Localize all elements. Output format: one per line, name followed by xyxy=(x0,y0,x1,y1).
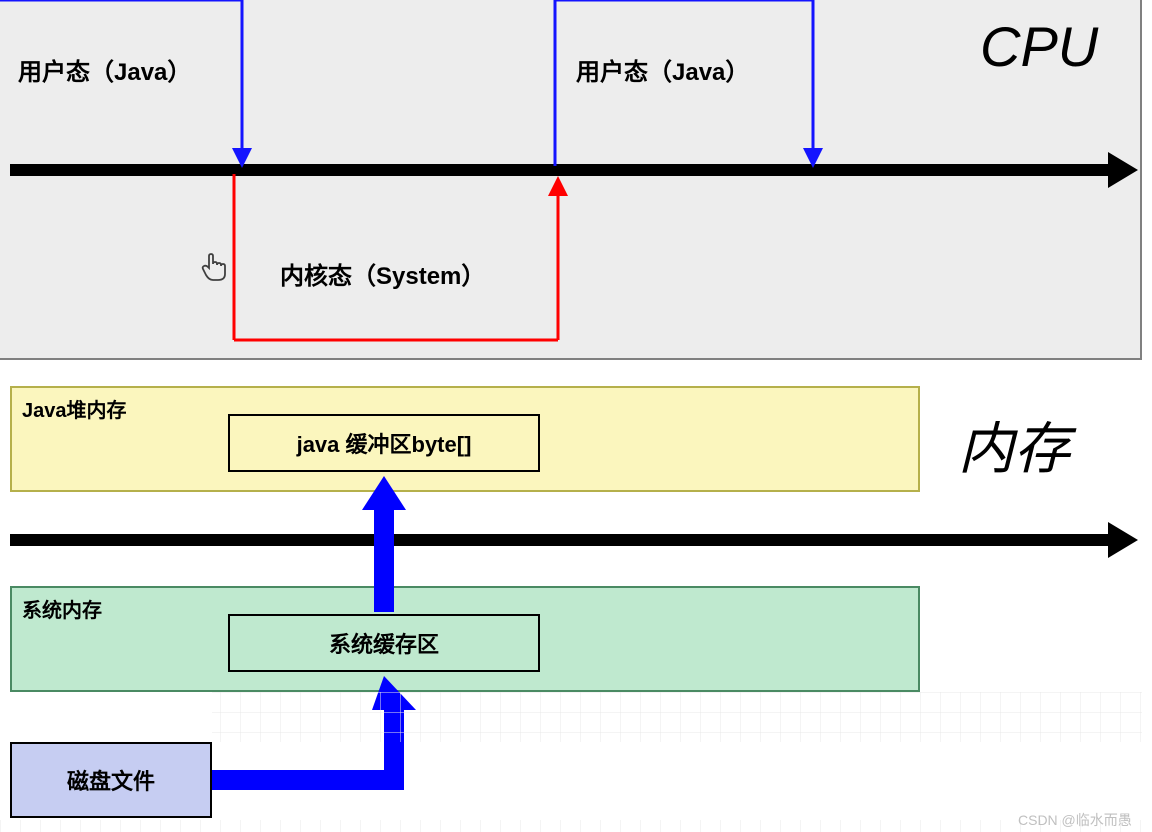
watermark-text: CSDN @临水而愚 xyxy=(1018,810,1132,830)
grid-bg xyxy=(0,692,1142,832)
